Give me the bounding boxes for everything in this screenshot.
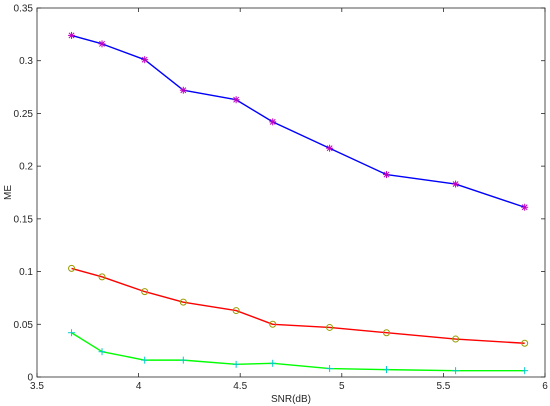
x-tick-label: 6 [542, 381, 548, 392]
x-tick-label: 4.5 [233, 381, 247, 392]
data-point-plus [232, 360, 240, 368]
series-line [71, 332, 525, 372]
y-tick-label: 0 [27, 373, 33, 384]
data-point-plus [452, 367, 460, 375]
series-2 [68, 264, 529, 347]
y-tick-label: 0.15 [14, 214, 34, 225]
x-tick-label: 5.5 [436, 381, 450, 392]
data-point-plus [521, 367, 529, 375]
data-point-circle [98, 273, 106, 281]
data-point-circle [269, 320, 277, 328]
asterisk-stroke-d2 [521, 204, 528, 211]
plot-area [37, 8, 545, 377]
data-point-plus [326, 365, 334, 373]
asterisk-stroke-d2 [233, 96, 240, 103]
data-point-asterisk [452, 180, 460, 188]
asterisk-stroke-d2 [68, 32, 75, 39]
data-point-asterisk [326, 144, 334, 152]
axes-box [36, 7, 546, 378]
data-point-circle [68, 264, 76, 272]
asterisk-stroke-d2 [326, 145, 333, 152]
asterisk-stroke-d2 [269, 118, 276, 125]
data-point-circle [521, 339, 529, 347]
x-tick-label: 4 [136, 381, 142, 392]
series-line [71, 267, 525, 344]
data-point-asterisk [68, 31, 76, 39]
data-point-asterisk [98, 40, 106, 48]
y-tick-label: 0.35 [14, 4, 34, 15]
y-tick-label: 0.05 [14, 320, 34, 331]
y-tick-label: 0.25 [14, 109, 34, 120]
series-1 [68, 31, 529, 211]
data-point-plus [68, 329, 76, 337]
data-point-circle [326, 323, 334, 331]
data-point-plus [179, 356, 187, 364]
series-3 [68, 329, 529, 375]
asterisk-stroke-d2 [383, 171, 390, 178]
x-axis-label: SNR(dB) [271, 394, 311, 405]
data-point-plus [269, 359, 277, 367]
data-point-circle [383, 329, 391, 337]
data-point-circle [179, 298, 187, 306]
data-point-asterisk [383, 171, 391, 179]
x-tick-label: 5 [339, 381, 345, 392]
data-point-circle [232, 307, 240, 315]
x-tick-label: 3.5 [30, 381, 44, 392]
y-tick-label: 0.2 [19, 162, 33, 173]
y-axis-label: ME [3, 185, 14, 200]
series-line [71, 34, 525, 208]
asterisk-stroke-d2 [452, 181, 459, 188]
asterisk-stroke-d2 [99, 40, 105, 47]
tick-layer: 3.5 4 4.5 5 5.5 6 0 0.05 0.1 0.15 0.2 0.25 0.3 0.35 [14, 4, 549, 393]
data-point-circle [452, 335, 460, 343]
data-point-circle [141, 288, 149, 296]
asterisk-stroke-d2 [180, 87, 187, 94]
series-layer [68, 31, 529, 375]
data-point-asterisk [141, 56, 149, 64]
asterisk-stroke-d2 [141, 56, 148, 63]
data-point-asterisk [232, 96, 240, 104]
data-point-plus [383, 366, 391, 374]
y-tick-label: 0.3 [19, 56, 33, 67]
data-point-asterisk [521, 203, 529, 211]
y-tick-label: 0.1 [19, 267, 33, 278]
data-point-plus [98, 348, 106, 356]
data-point-asterisk [179, 86, 187, 94]
data-point-plus [141, 356, 149, 364]
data-point-asterisk [269, 118, 277, 126]
